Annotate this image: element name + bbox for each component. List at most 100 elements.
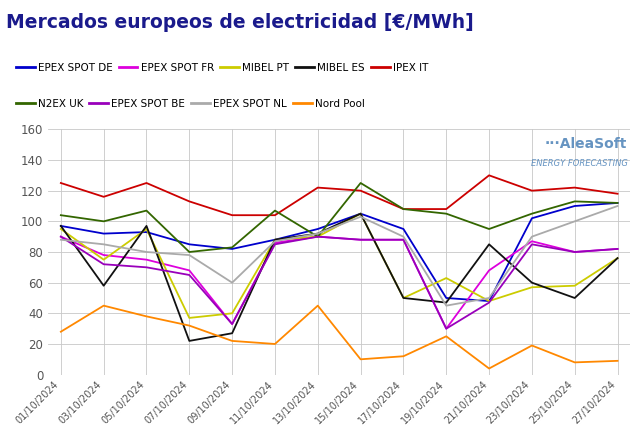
- N2EX UK: [571, 199, 579, 204]
- EPEX SPOT BE: [399, 237, 407, 242]
- MIBEL PT: [143, 226, 150, 231]
- MIBEL ES: [314, 231, 322, 236]
- EPEX SPOT DE: [528, 215, 536, 221]
- EPEX SPOT DE: [57, 223, 65, 229]
- MIBEL ES: [186, 338, 193, 343]
- MIBEL ES: [614, 256, 621, 261]
- EPEX SPOT BE: [485, 300, 493, 305]
- EPEX SPOT BE: [442, 326, 450, 331]
- N2EX UK: [314, 234, 322, 240]
- EPEX SPOT BE: [57, 234, 65, 240]
- EPEX SPOT FR: [228, 322, 236, 327]
- Nord Pool: [528, 343, 536, 348]
- EPEX SPOT DE: [614, 200, 621, 206]
- EPEX SPOT BE: [228, 322, 236, 327]
- Nord Pool: [143, 314, 150, 319]
- MIBEL PT: [356, 211, 364, 216]
- IPEX IT: [314, 185, 322, 190]
- EPEX SPOT NL: [399, 234, 407, 240]
- MIBEL ES: [143, 223, 150, 229]
- EPEX SPOT DE: [571, 203, 579, 209]
- Text: ···AleaSoft: ···AleaSoft: [545, 136, 627, 151]
- EPEX SPOT FR: [143, 257, 150, 262]
- EPEX SPOT DE: [399, 226, 407, 231]
- MIBEL PT: [528, 285, 536, 290]
- MIBEL ES: [57, 223, 65, 229]
- N2EX UK: [399, 206, 407, 212]
- EPEX SPOT DE: [100, 231, 108, 236]
- EPEX SPOT NL: [614, 203, 621, 209]
- Nord Pool: [186, 323, 193, 328]
- MIBEL ES: [399, 295, 407, 301]
- Nord Pool: [100, 303, 108, 308]
- Legend: EPEX SPOT DE, EPEX SPOT FR, MIBEL PT, MIBEL ES, IPEX IT: EPEX SPOT DE, EPEX SPOT FR, MIBEL PT, MI…: [12, 59, 432, 77]
- EPEX SPOT NL: [143, 249, 150, 255]
- Nord Pool: [228, 338, 236, 343]
- EPEX SPOT NL: [57, 237, 65, 242]
- EPEX SPOT NL: [442, 303, 450, 308]
- MIBEL PT: [571, 283, 579, 289]
- EPEX SPOT DE: [271, 237, 279, 242]
- MIBEL PT: [100, 257, 108, 262]
- MIBEL PT: [228, 310, 236, 316]
- N2EX UK: [57, 213, 65, 218]
- EPEX SPOT FR: [528, 239, 536, 244]
- MIBEL ES: [356, 211, 364, 216]
- EPEX SPOT FR: [442, 326, 450, 331]
- Line: EPEX SPOT NL: EPEX SPOT NL: [61, 206, 618, 306]
- IPEX IT: [186, 199, 193, 204]
- EPEX SPOT FR: [57, 234, 65, 240]
- Nord Pool: [57, 329, 65, 334]
- EPEX SPOT FR: [314, 234, 322, 240]
- IPEX IT: [571, 185, 579, 190]
- EPEX SPOT BE: [614, 246, 621, 252]
- EPEX SPOT NL: [528, 234, 536, 240]
- MIBEL PT: [614, 256, 621, 261]
- Text: Mercados europeos de electricidad [€/MWh]: Mercados europeos de electricidad [€/MWh…: [6, 13, 474, 33]
- Line: MIBEL PT: MIBEL PT: [61, 214, 618, 318]
- MIBEL ES: [528, 280, 536, 285]
- MIBEL PT: [271, 237, 279, 242]
- EPEX SPOT NL: [485, 295, 493, 301]
- EPEX SPOT DE: [356, 211, 364, 216]
- EPEX SPOT NL: [314, 231, 322, 236]
- EPEX SPOT FR: [571, 249, 579, 255]
- N2EX UK: [442, 211, 450, 216]
- N2EX UK: [143, 208, 150, 213]
- EPEX SPOT NL: [100, 242, 108, 247]
- MIBEL PT: [485, 298, 493, 304]
- EPEX SPOT DE: [485, 298, 493, 304]
- EPEX SPOT FR: [356, 237, 364, 242]
- IPEX IT: [228, 213, 236, 218]
- EPEX SPOT BE: [271, 242, 279, 247]
- N2EX UK: [100, 219, 108, 224]
- EPEX SPOT FR: [614, 246, 621, 252]
- EPEX SPOT FR: [100, 252, 108, 258]
- EPEX SPOT DE: [228, 246, 236, 252]
- EPEX SPOT DE: [143, 229, 150, 235]
- Line: IPEX IT: IPEX IT: [61, 175, 618, 215]
- MIBEL ES: [271, 237, 279, 242]
- Line: EPEX SPOT BE: EPEX SPOT BE: [61, 237, 618, 329]
- Nord Pool: [485, 366, 493, 371]
- EPEX SPOT DE: [314, 226, 322, 231]
- EPEX SPOT FR: [271, 240, 279, 245]
- MIBEL PT: [57, 226, 65, 231]
- Nord Pool: [571, 359, 579, 365]
- Nord Pool: [442, 334, 450, 339]
- N2EX UK: [228, 245, 236, 250]
- Line: EPEX SPOT DE: EPEX SPOT DE: [61, 203, 618, 301]
- EPEX SPOT NL: [228, 280, 236, 285]
- EPEX SPOT FR: [186, 268, 193, 273]
- N2EX UK: [186, 249, 193, 255]
- Nord Pool: [271, 341, 279, 347]
- IPEX IT: [485, 173, 493, 178]
- MIBEL ES: [442, 300, 450, 305]
- MIBEL ES: [485, 242, 493, 247]
- N2EX UK: [356, 180, 364, 186]
- N2EX UK: [485, 226, 493, 231]
- Legend: N2EX UK, EPEX SPOT BE, EPEX SPOT NL, Nord Pool: N2EX UK, EPEX SPOT BE, EPEX SPOT NL, Nor…: [12, 95, 369, 113]
- N2EX UK: [614, 200, 621, 206]
- Nord Pool: [614, 358, 621, 363]
- EPEX SPOT NL: [271, 239, 279, 244]
